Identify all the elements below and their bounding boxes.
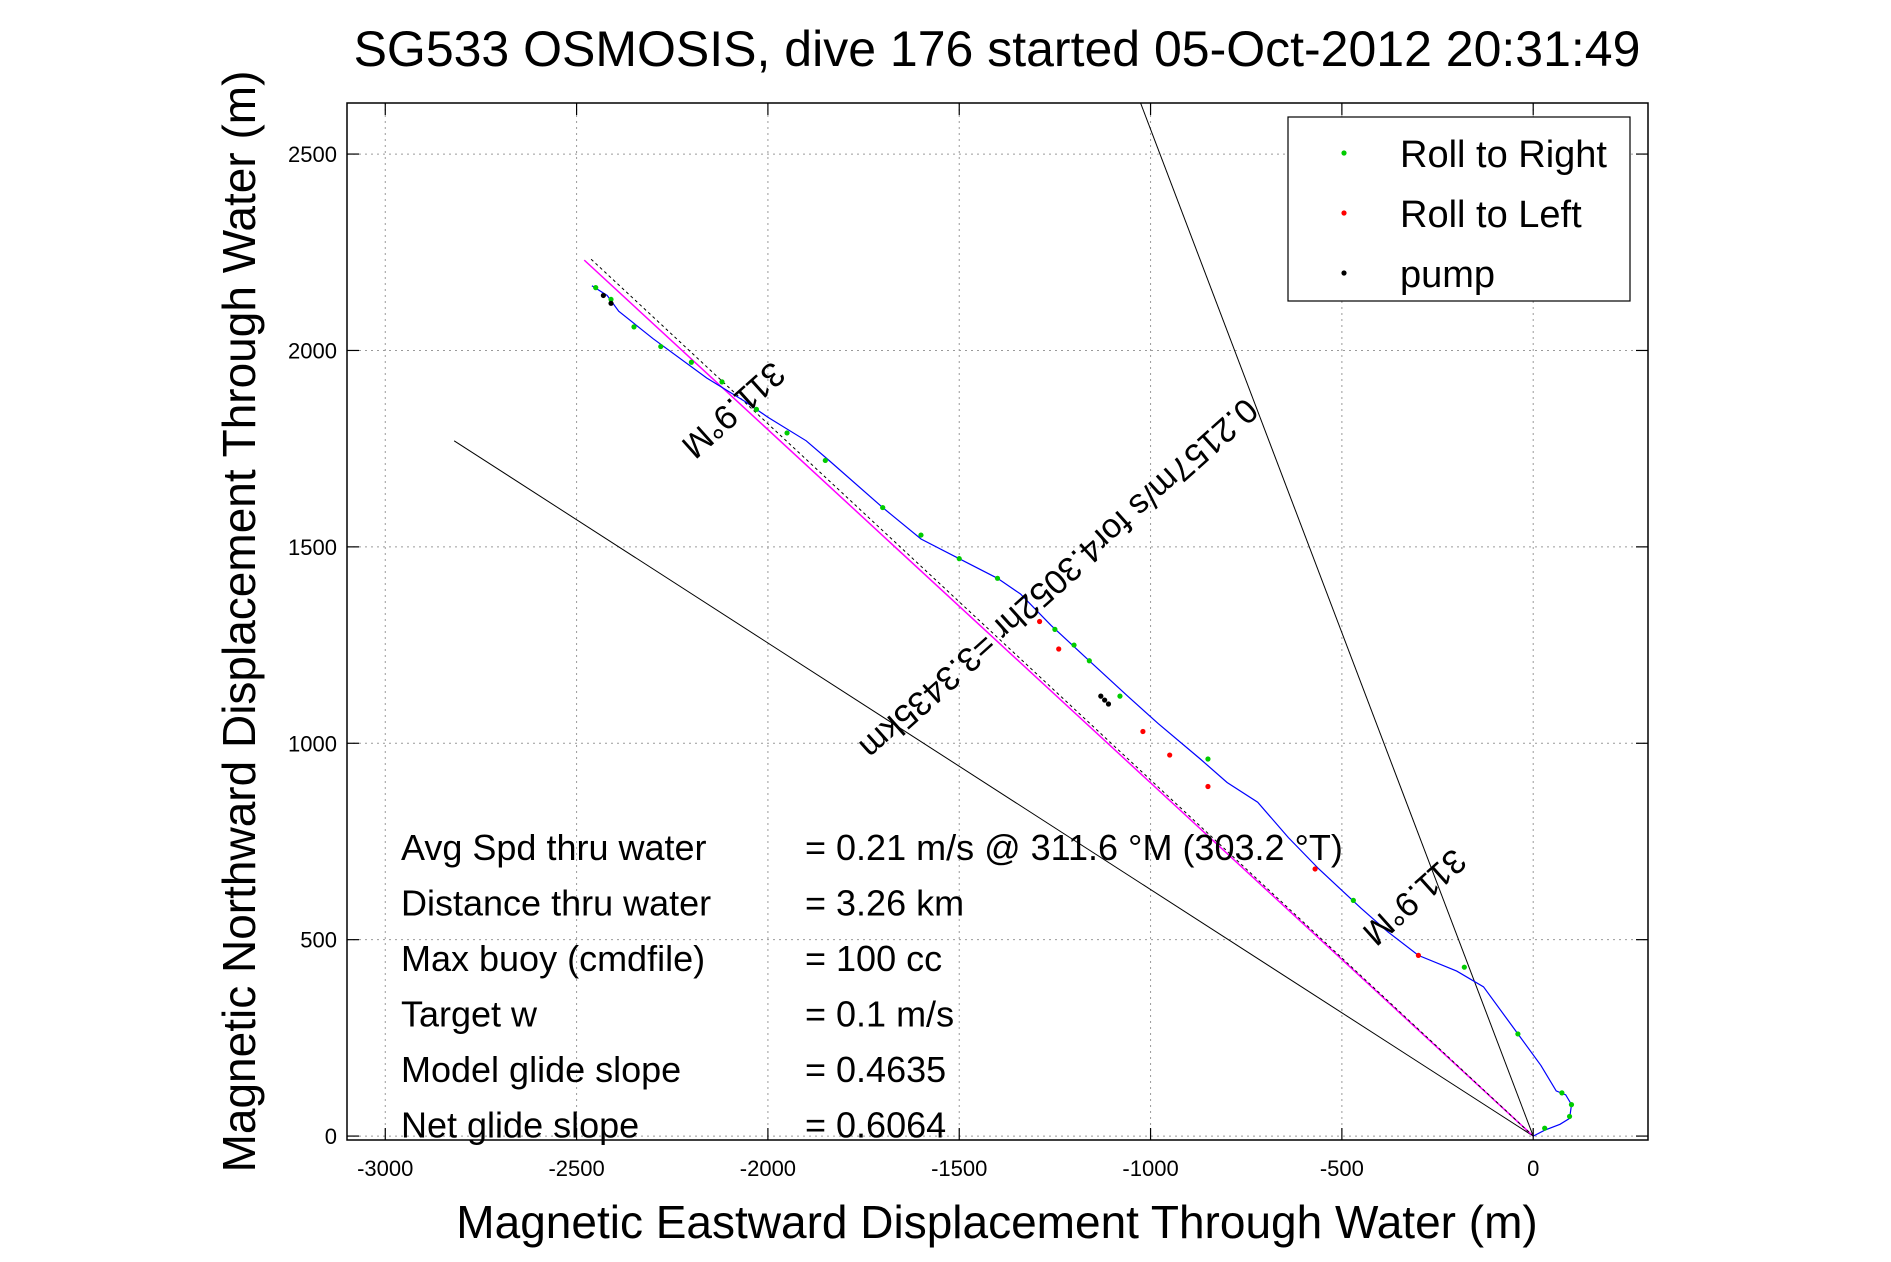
roll-right-point (1566, 1113, 1573, 1120)
roll-left-point (1415, 952, 1422, 958)
roll-left-point (1140, 728, 1146, 735)
stat-value: = 3.26 km (805, 883, 964, 924)
x-tick-label: -2500 (548, 1156, 604, 1181)
roll-right-point (608, 296, 614, 303)
roll-right-point (956, 556, 962, 562)
stat-label: Net glide slope (401, 1105, 639, 1146)
grid (347, 103, 1648, 1140)
y-tick-label: 1500 (288, 535, 337, 560)
y-tick-label: 1000 (288, 731, 337, 756)
stat-value: = 0.4635 (805, 1049, 946, 1090)
x-tick-label: 0 (1527, 1156, 1539, 1181)
stat-label: Max buoy (cmdfile) (401, 938, 705, 979)
roll-right-point (1117, 693, 1123, 699)
roll-right-point (1461, 964, 1467, 970)
legend-label: pump (1400, 254, 1495, 296)
x-tick-label: -500 (1320, 1156, 1364, 1181)
x-tick-label: -3000 (357, 1156, 413, 1181)
pump-point (1098, 693, 1104, 699)
roll-right-point (1350, 897, 1356, 903)
roll-right-point (719, 379, 725, 385)
heading-line (453, 440, 1534, 1137)
legend-box (1287, 116, 1631, 302)
stat-label: Avg Spd thru water (401, 827, 707, 868)
roll-right-point (753, 406, 760, 412)
plot-border (346, 102, 1649, 1141)
x-tick-label: -1500 (931, 1156, 987, 1181)
data-points (593, 285, 1575, 1131)
y-tick-label: 2500 (288, 142, 337, 167)
roll-right-point (822, 457, 828, 464)
legend-label: Roll to Left (1400, 194, 1582, 236)
roll-right-point (1086, 658, 1092, 664)
x-axis-label: Magnetic Eastward Displacement Through W… (456, 1196, 1537, 1248)
y-tick-label: 0 (325, 1124, 337, 1149)
legend-label: Roll to Right (1400, 134, 1607, 176)
roll-right-point (1515, 1031, 1521, 1037)
reference-lines (453, 103, 1534, 1137)
model-line (583, 259, 1534, 1137)
legend: Roll to Right Roll to Left pump (1287, 116, 1631, 302)
roll-left-point (1056, 646, 1062, 652)
y-tick-label: 2000 (288, 338, 337, 363)
roll-left-point (1205, 783, 1211, 790)
roll-right-point (994, 575, 1001, 581)
track-line (591, 285, 1573, 1137)
roll-right-point (1542, 1125, 1548, 1131)
stat-label: Model glide slope (401, 1049, 681, 1090)
heading-line (1140, 103, 1534, 1137)
roll-right-point (1559, 1090, 1565, 1096)
roll-right-point (1071, 642, 1077, 648)
roll-right-point (658, 343, 664, 350)
stats-text: Avg Spd thru water = 0.21 m/s @ 311.6 °M … (401, 827, 1343, 1146)
stat-value: = 100 cc (805, 938, 942, 979)
axes: -3000 -2500 -2000 -1500 -1000 -500 0 0 500 1000 15… (288, 103, 1648, 1181)
roll-right-point (1205, 756, 1211, 762)
pump-point (600, 292, 606, 299)
roll-right-point (631, 324, 637, 330)
stat-value: = 0.6064 (805, 1105, 946, 1146)
roll-right-point (1568, 1102, 1575, 1108)
legend-marker (1341, 210, 1347, 216)
roll-right-point (784, 430, 790, 436)
roll-left-point (1167, 752, 1173, 758)
y-axis-label: Magnetic Northward Displacement Through … (213, 71, 265, 1173)
chart-title: SG533 OSMOSIS, dive 176 started 05-Oct-2… (354, 21, 1641, 77)
dive-track (591, 285, 1573, 1137)
stat-label: Target w (401, 994, 538, 1035)
roll-right-point (593, 285, 599, 291)
legend-marker (1341, 150, 1347, 156)
roll-left-point (1036, 618, 1043, 625)
pump-point (608, 300, 614, 306)
y-tick-label: 500 (300, 928, 337, 953)
roll-left-point (1312, 866, 1318, 872)
stat-value: = 0.21 m/s @ 311.6 °M (303.2 °T) (805, 827, 1343, 868)
roll-right-point (1052, 626, 1058, 632)
roll-right-point (918, 532, 924, 538)
pump-point (1102, 697, 1108, 703)
model-line-dashed (589, 257, 1534, 1137)
roll-right-point (880, 504, 886, 511)
x-tick-label: -2000 (740, 1156, 796, 1181)
roll-right-point (688, 359, 694, 365)
pump-point (1105, 701, 1112, 707)
stat-value: = 0.1 m/s (805, 994, 954, 1035)
x-tick-label: -1000 (1122, 1156, 1178, 1181)
stat-label: Distance thru water (401, 883, 711, 924)
legend-marker (1341, 270, 1347, 276)
